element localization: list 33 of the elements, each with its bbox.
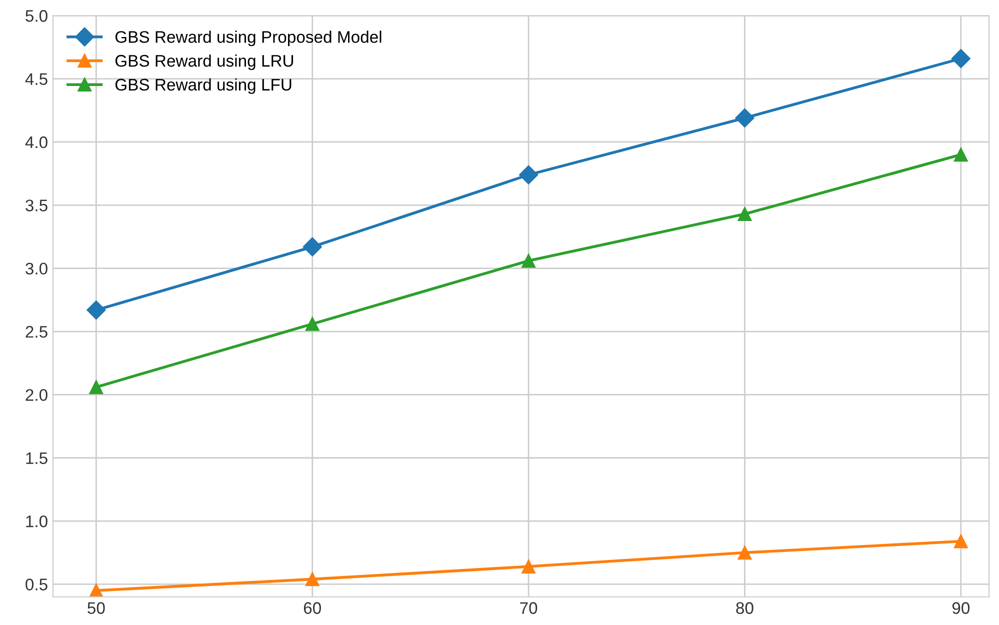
x-tick-label: 70	[520, 602, 538, 614]
point	[954, 148, 968, 162]
y-tick-label: 0.5	[26, 578, 48, 590]
y-tick-label: 3.0	[26, 262, 48, 275]
point	[738, 546, 752, 560]
x-tick-label: 90	[952, 602, 970, 614]
x-tick-label: 50	[88, 602, 105, 614]
legend-label: GBS Reward using LRU	[115, 54, 294, 70]
legend-label: GBS Reward using LFU	[115, 78, 292, 94]
point	[735, 108, 754, 128]
point	[305, 572, 320, 586]
point	[954, 534, 968, 548]
point	[951, 49, 970, 68]
x-tick-label: 60	[304, 602, 321, 614]
point	[302, 237, 322, 256]
y-tick-label: 2.5	[26, 326, 48, 338]
legend-label: GBS Reward using Proposed Model	[115, 30, 382, 46]
point	[305, 316, 320, 331]
y-tick-label: 1.0	[26, 515, 48, 528]
y-tick-label: 2.0	[26, 389, 48, 401]
y-tick-label: 4.0	[25, 136, 48, 148]
point	[522, 254, 536, 268]
point	[89, 380, 104, 394]
point	[738, 207, 752, 221]
y-tick-label: 4.5	[25, 73, 48, 86]
y-tick-label: 5.0	[26, 10, 48, 22]
point	[522, 560, 536, 574]
point	[86, 300, 106, 320]
point	[519, 165, 538, 184]
y-tick-label: 1.5	[26, 452, 48, 464]
y-tick-label: 3.5	[26, 200, 48, 212]
x-tick-label: 80	[736, 602, 754, 614]
point	[89, 584, 104, 597]
